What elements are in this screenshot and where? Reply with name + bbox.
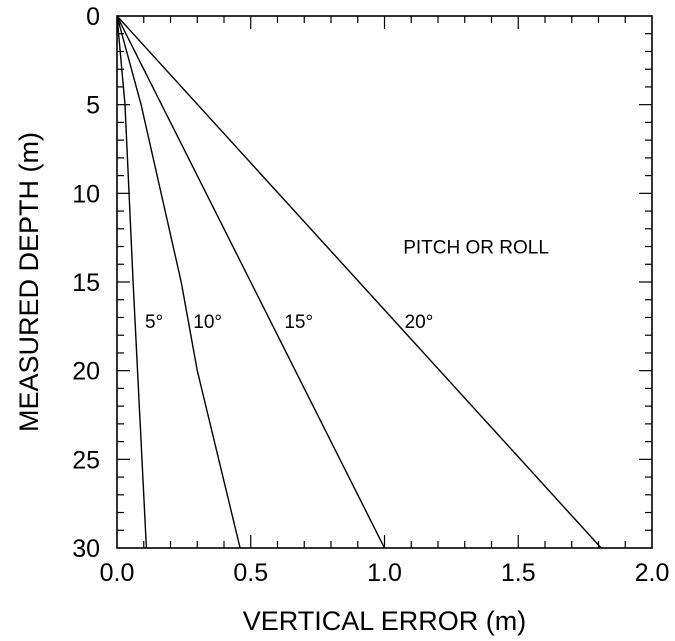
tick-labels: 0.0 0.5 1.0 1.5 2.0 0 5 10 15 20 25 30: [72, 3, 669, 587]
series-angle-label: 15°: [284, 312, 313, 333]
y-tick-label: 5: [86, 92, 100, 120]
y-tick-label: 15: [72, 269, 100, 297]
series-line-4: [116, 15, 602, 549]
y-tick-label: 25: [72, 446, 100, 474]
y-tick-label: 0: [86, 3, 100, 31]
annotations: 5° 10° 15° 20° PITCH OR ROLL: [145, 238, 549, 333]
series-line-3: [116, 15, 386, 549]
y-tick-label: 30: [72, 535, 100, 563]
y-tick-label: 20: [72, 358, 100, 386]
series-angle-label: 10°: [193, 312, 222, 333]
x-tick-label: 0.5: [233, 559, 268, 587]
x-tick-label: 1.5: [501, 559, 536, 587]
y-tick-label: 10: [72, 180, 100, 208]
series-lines: [116, 15, 602, 549]
series-angle-label: 5°: [145, 312, 163, 333]
x-axis-label: VERTICAL ERROR (m): [243, 606, 527, 636]
series-angle-label: 20°: [405, 312, 434, 333]
x-tick-label: 1.0: [367, 559, 402, 587]
series-line-1: [116, 15, 148, 549]
x-tick-label: 2.0: [635, 559, 670, 587]
y-axis-label: MEASURED DEPTH (m): [14, 132, 44, 432]
x-tick-label: 0.0: [100, 559, 135, 587]
tick-marks: [117, 16, 652, 548]
pitch-or-roll-label: PITCH OR ROLL: [403, 238, 549, 259]
series-line-2: [116, 15, 241, 549]
plot-frame: [116, 15, 653, 549]
